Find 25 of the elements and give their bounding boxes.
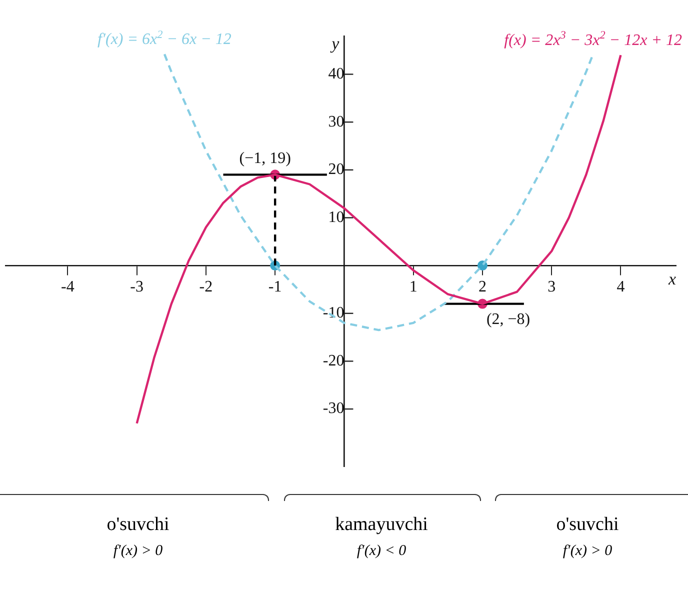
text: f′(x) > 0 xyxy=(112,542,164,561)
text: f′(x) < 0 xyxy=(356,542,408,561)
annotation: (2, −8) xyxy=(486,311,530,328)
x-tick-label: 2 xyxy=(478,278,486,296)
y-tick-label: -30 xyxy=(322,400,344,418)
annotation: (−1, 19) xyxy=(239,150,291,167)
y-tick-label: -20 xyxy=(322,352,344,370)
text: o'suvchi xyxy=(555,513,620,537)
x-tick-label: -1 xyxy=(268,278,282,296)
x-axis-title: x xyxy=(667,270,676,289)
y-tick-label: 30 xyxy=(328,113,344,130)
text: f′(x) > 0 xyxy=(562,542,614,561)
text: kamayuvchi xyxy=(334,513,429,537)
line-series xyxy=(163,53,594,332)
x-tick-label: -2 xyxy=(199,278,213,296)
y-axis-title: y xyxy=(330,34,340,53)
x-tick-label: 3 xyxy=(548,278,556,296)
x-tick-label: 1 xyxy=(409,278,418,296)
y-tick-label: 10 xyxy=(328,208,344,226)
x-tick-label: 4 xyxy=(616,278,625,296)
x-tick-label: -4 xyxy=(61,278,74,296)
y-tick-label: 20 xyxy=(328,161,344,178)
y-tick-label: 40 xyxy=(328,65,344,82)
text: o'suvchi xyxy=(106,513,170,537)
x-tick-label: -3 xyxy=(130,278,144,296)
